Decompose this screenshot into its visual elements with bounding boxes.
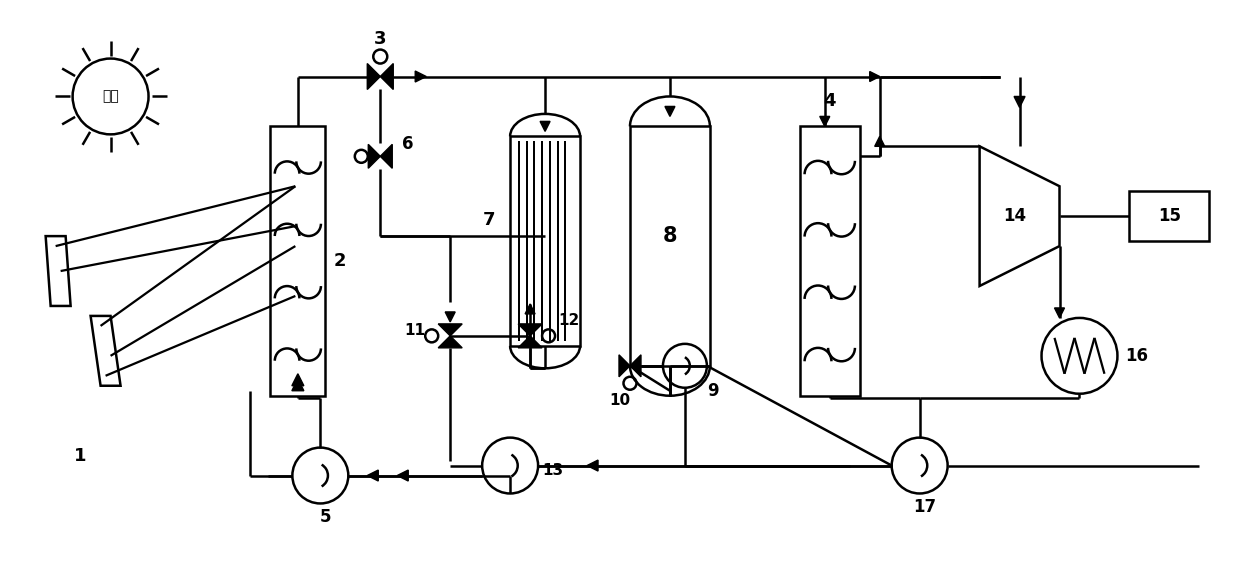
Bar [510,136,580,346]
Polygon shape [665,106,675,117]
Text: 17: 17 [913,499,936,516]
Polygon shape [525,304,536,314]
Text: 15: 15 [1158,207,1180,225]
Polygon shape [438,324,463,336]
Polygon shape [1014,96,1025,108]
Polygon shape [619,355,630,377]
Polygon shape [518,336,542,348]
Polygon shape [1054,308,1064,318]
Text: 3: 3 [374,29,387,48]
Text: 太阳: 太阳 [102,89,119,104]
Polygon shape [869,71,879,82]
Text: 9: 9 [707,381,719,400]
Polygon shape [587,460,598,471]
Polygon shape [415,71,427,82]
Bar [270,126,325,396]
Bar [630,126,709,366]
Text: 14: 14 [1003,207,1027,225]
Text: 16: 16 [1126,347,1148,365]
Text: 8: 8 [662,226,677,246]
Text: 2: 2 [334,252,346,270]
Polygon shape [518,324,542,336]
Polygon shape [438,336,463,348]
Bar [800,126,859,396]
Text: 5: 5 [320,508,331,526]
Text: 6: 6 [402,135,414,153]
Polygon shape [367,63,381,89]
Text: 10: 10 [609,393,631,408]
Polygon shape [630,355,641,377]
Text: 4: 4 [823,92,836,110]
Polygon shape [820,117,830,126]
Polygon shape [541,121,551,131]
Text: 1: 1 [74,447,87,465]
Polygon shape [397,470,408,481]
Polygon shape [291,379,304,391]
Text: 7: 7 [482,211,495,229]
Text: 11: 11 [404,323,425,338]
Bar [1130,191,1209,241]
Polygon shape [381,63,393,89]
Polygon shape [381,144,392,168]
Text: 13: 13 [542,463,563,478]
Polygon shape [874,136,884,147]
Polygon shape [445,312,455,322]
Text: 12: 12 [558,314,579,328]
Polygon shape [368,144,381,168]
Polygon shape [367,470,378,481]
Polygon shape [291,374,304,386]
